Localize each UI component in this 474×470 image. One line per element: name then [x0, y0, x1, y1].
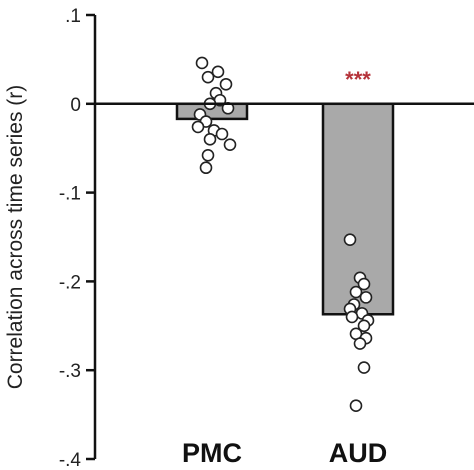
- data-point: [345, 310, 359, 324]
- data-point: [343, 233, 357, 246]
- subject-points: [191, 56, 375, 413]
- data-point: [211, 65, 225, 79]
- y-tick-label: -.1: [59, 184, 81, 205]
- y-tick-label: -.2: [59, 272, 81, 293]
- category-label-pmc: PMC: [182, 438, 242, 468]
- significance-label: ***: [345, 67, 371, 92]
- data-point: [357, 277, 371, 291]
- data-point: [357, 319, 371, 333]
- data-point: [223, 138, 237, 151]
- category-label-aud: AUD: [329, 438, 388, 468]
- y-tick-label: .1: [65, 6, 81, 27]
- y-tick-label: 0: [70, 95, 81, 116]
- data-point: [359, 291, 373, 304]
- data-point: [219, 77, 233, 91]
- data-point: [191, 120, 205, 134]
- y-axis-ticks: .1 0 -.1 -.2 -.3 -.4: [59, 6, 95, 470]
- y-axis-label: Correlation across time series (r): [4, 85, 27, 390]
- data-point: [195, 56, 209, 70]
- y-tick-label: -.3: [59, 361, 81, 382]
- data-point: [203, 133, 217, 146]
- data-point: [357, 361, 371, 374]
- y-tick-label: -.4: [59, 450, 82, 470]
- data-point: [199, 161, 213, 175]
- data-point: [349, 399, 363, 413]
- data-point: [349, 285, 363, 299]
- data-point: [201, 149, 215, 162]
- data-point: [353, 337, 367, 350]
- data-point: [201, 70, 215, 84]
- data-point: [215, 127, 229, 141]
